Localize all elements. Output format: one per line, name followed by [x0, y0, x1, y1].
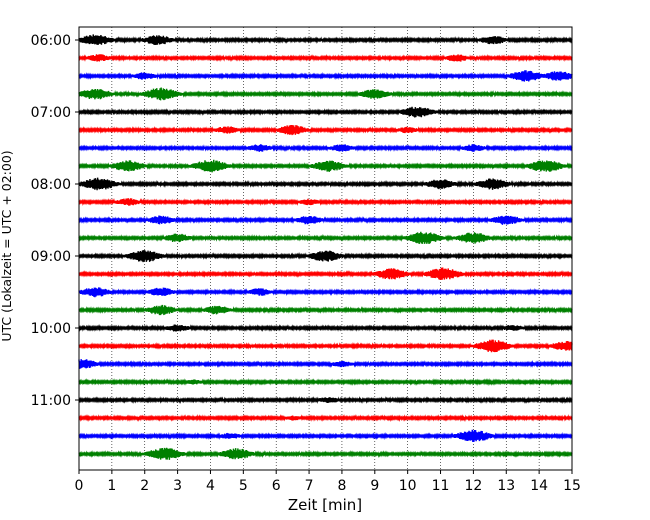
seismogram-trace-1115 [78, 414, 573, 422]
seismogram-trace-0700 [78, 106, 573, 118]
seismogram-trace-0630 [78, 70, 573, 82]
seismogram-trace-1000 [78, 324, 573, 332]
seismogram-traces [78, 34, 573, 460]
x-tick-label: 11 [432, 478, 450, 494]
seismogram-trace-0615 [78, 54, 573, 63]
seismogram-trace-0915 [78, 267, 573, 280]
seismogram-trace-0930 [78, 287, 573, 298]
seismogram-trace-0945 [78, 304, 573, 316]
x-tick-label: 7 [305, 478, 314, 494]
plot-frame [78, 26, 573, 471]
seismogram-trace-0830 [78, 215, 573, 225]
y-tick-label: 11:00 [31, 393, 71, 409]
seismogram-trace-0800 [78, 177, 573, 191]
x-axis-ticks: 0 1 2 3 4 5 6 7 8 9 10 11 12 13 14 15 [75, 470, 581, 494]
seismogram-trace-0730 [78, 144, 573, 152]
x-tick-label: 5 [239, 478, 248, 494]
vertical-gridlines [111, 27, 540, 470]
y-tick-label: 06:00 [31, 33, 71, 49]
x-tick-label: 6 [272, 478, 281, 494]
x-tick-label: 3 [173, 478, 182, 494]
x-tick-label: 13 [497, 478, 515, 494]
x-tick-label: 8 [337, 478, 346, 494]
seismogram-trace-0715 [78, 125, 573, 136]
y-axis-ticks: 06:00 07:00 08:00 09:00 10:00 11:00 [31, 33, 79, 409]
seismogram-trace-1045 [78, 377, 573, 387]
seismogram-trace-1015 [78, 339, 573, 353]
x-tick-label: 1 [107, 478, 116, 494]
x-tick-label: 9 [370, 478, 379, 494]
y-axis-label: UTC (Lokalzeit = UTC + 02:00) [0, 150, 14, 341]
x-tick-label: 4 [206, 478, 215, 494]
seismogram-trace-0745 [78, 159, 573, 173]
seismogram-trace-0600 [78, 34, 573, 46]
seismogram-trace-1130 [78, 429, 573, 442]
x-tick-label: 2 [140, 478, 149, 494]
seismogram-trace-1100 [78, 395, 573, 405]
x-tick-label: 12 [464, 478, 482, 494]
y-tick-label: 10:00 [31, 321, 71, 337]
seismogram-trace-0645 [78, 87, 573, 101]
y-tick-label: 08:00 [31, 177, 71, 193]
seismogram-trace-1145 [78, 447, 573, 460]
seismogram-trace-1030 [78, 359, 573, 369]
x-tick-label: 14 [530, 478, 548, 494]
y-tick-label: 09:00 [31, 249, 71, 265]
x-axis-label: Zeit [min] [288, 496, 362, 514]
x-tick-label: 0 [75, 478, 84, 494]
seismogram-trace-0900 [78, 250, 573, 263]
y-tick-label: 07:00 [31, 105, 71, 121]
x-tick-label: 10 [399, 478, 417, 494]
x-tick-label: 15 [563, 478, 581, 494]
seismogram-trace-0845 [78, 231, 573, 244]
seismogram-trace-0815 [78, 198, 573, 207]
